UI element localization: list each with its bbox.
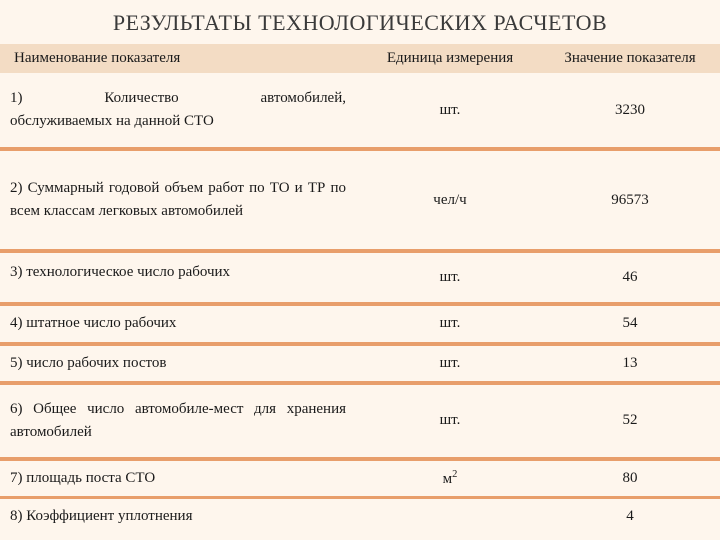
table-row: 6) Общее число автомобиле-мест для хране… <box>0 383 720 459</box>
cell-value: 80 <box>540 459 720 498</box>
cell-unit: чел/ч <box>360 149 540 251</box>
results-table: Наименование показателя Единица измерени… <box>0 44 720 534</box>
cell-name: 4) штатное число рабочих <box>0 304 360 343</box>
table-row: 1) Количество автомобилей,обслуживаемых … <box>0 73 720 149</box>
table-row: 3) технологическое число рабочих шт. 46 <box>0 251 720 304</box>
cell-name: 2) Суммарный годовой объем работ по ТО и… <box>0 149 360 251</box>
table-row: 2) Суммарный годовой объем работ по ТО и… <box>0 149 720 251</box>
cell-value: 96573 <box>540 149 720 251</box>
cell-value: 54 <box>540 304 720 343</box>
header-unit: Единица измерения <box>360 44 540 73</box>
header-name: Наименование показателя <box>0 44 360 73</box>
cell-value: 52 <box>540 383 720 459</box>
cell-unit: шт. <box>360 251 540 304</box>
cell-value: 4 <box>540 498 720 535</box>
table-row: 8) Коэффициент уплотнения 4 <box>0 498 720 535</box>
cell-unit: шт. <box>360 73 540 149</box>
cell-name: 6) Общее число автомобиле-мест для хране… <box>0 383 360 459</box>
cell-value: 3230 <box>540 73 720 149</box>
table-row: 5) число рабочих постов шт. 13 <box>0 344 720 383</box>
page-title: РЕЗУЛЬТАТЫ ТЕХНОЛОГИЧЕСКИХ РАСЧЕТОВ <box>0 0 720 44</box>
table-row: 4) штатное число рабочих шт. 54 <box>0 304 720 343</box>
cell-name: 7) площадь поста СТО <box>0 459 360 498</box>
cell-value: 13 <box>540 344 720 383</box>
cell-name: 5) число рабочих постов <box>0 344 360 383</box>
cell-unit: шт. <box>360 344 540 383</box>
table-header-row: Наименование показателя Единица измерени… <box>0 44 720 73</box>
cell-name: 1) Количество автомобилей,обслуживаемых … <box>0 73 360 149</box>
cell-name: 3) технологическое число рабочих <box>0 251 360 304</box>
header-value: Значение показателя <box>540 44 720 73</box>
cell-unit: шт. <box>360 383 540 459</box>
cell-name: 8) Коэффициент уплотнения <box>0 498 360 535</box>
cell-unit: м2 <box>360 459 540 498</box>
table-row: 7) площадь поста СТО м2 80 <box>0 459 720 498</box>
cell-unit <box>360 498 540 535</box>
cell-value: 46 <box>540 251 720 304</box>
cell-unit: шт. <box>360 304 540 343</box>
